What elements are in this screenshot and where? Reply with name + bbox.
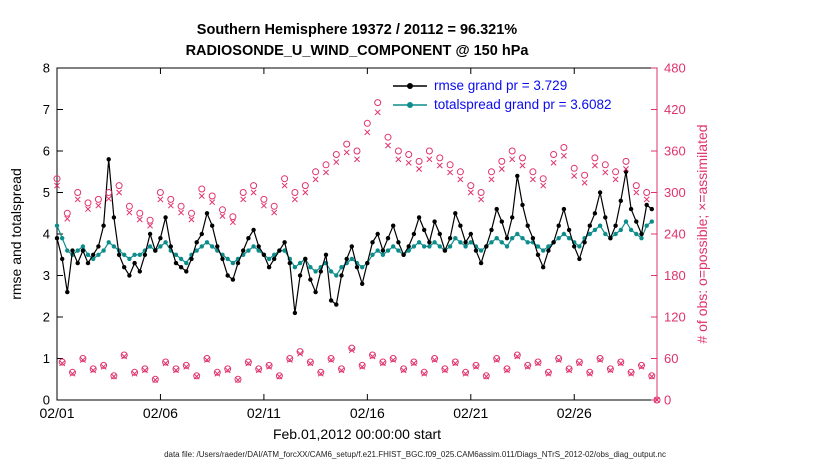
legend-item-totalspread[interactable]: totalspread grand pr = 3.6082 [392,95,612,114]
svg-text:7: 7 [43,102,50,117]
y-axis-label-left: rmse and totalspread [8,168,24,300]
svg-text:60: 60 [664,351,678,366]
svg-text:02/16: 02/16 [350,405,385,421]
svg-text:420: 420 [664,102,686,117]
svg-text:1: 1 [43,351,50,366]
svg-text:3: 3 [43,268,50,283]
svg-text:480: 480 [664,61,686,76]
svg-text:240: 240 [664,227,686,242]
svg-text:180: 180 [664,268,686,283]
legend: rmse grand pr = 3.729 totalspread grand … [392,76,612,114]
svg-text:5: 5 [43,185,50,200]
svg-text:360: 360 [664,144,686,159]
data-file-path: data file: /Users/raeder/DAI/ATM_forcXX/… [164,450,666,459]
svg-text:120: 120 [664,310,686,325]
svg-text:2: 2 [43,310,50,325]
svg-text:02/01: 02/01 [39,405,74,421]
obs-markers [53,99,661,404]
axes: 0 1 2 3 4 5 6 7 8 0 60 120 180 240 300 360 420 480 02/01 02… [39,61,685,422]
svg-text:02/06: 02/06 [143,405,178,421]
y-axis-label-right: # of obs: o=possible; ×=assimilated [694,124,710,344]
legend-item-rmse[interactable]: rmse grand pr = 3.729 [392,76,612,95]
svg-text:02/26: 02/26 [557,405,592,421]
svg-text:300: 300 [664,185,686,200]
svg-text:6: 6 [43,144,50,159]
totalspread-line-marker-icon [393,101,427,108]
legend-label-totalspread: totalspread grand pr = 3.6082 [434,97,612,112]
svg-text:02/11: 02/11 [247,405,281,421]
svg-text:4: 4 [43,227,50,242]
rmse-line-marker-icon [393,82,427,89]
chart-subtitle: RADIOSONDE_U_WIND_COMPONENT @ 150 hPa [185,43,529,59]
svg-text:0: 0 [664,393,671,408]
svg-text:02/21: 02/21 [453,405,488,421]
legend-label-rmse: rmse grand pr = 3.729 [434,78,568,93]
chart-title: Southern Hemisphere 19372 / 20112 = 96.3… [196,22,518,38]
series-rmse [54,157,654,316]
x-axis-label: Feb.01,2012 00:00:00 start [272,426,442,442]
series-totalspread [54,219,654,278]
svg-text:8: 8 [43,61,50,76]
svg-text:0: 0 [43,393,50,408]
